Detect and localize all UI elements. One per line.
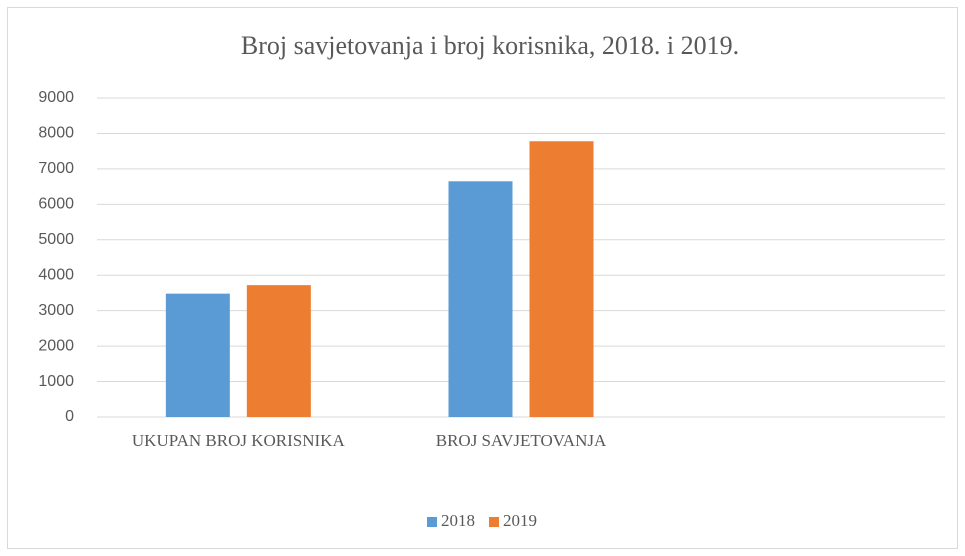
y-tick-label: 2000 bbox=[38, 337, 74, 354]
legend-item: 2019 bbox=[489, 511, 537, 530]
y-tick-label: 1000 bbox=[38, 373, 74, 390]
y-tick-label: 5000 bbox=[38, 231, 74, 248]
legend-item: 2018 bbox=[427, 511, 475, 530]
y-tick-label: 9000 bbox=[38, 89, 74, 106]
legend-label: 2018 bbox=[441, 511, 475, 530]
legend-swatch bbox=[427, 517, 437, 527]
x-tick-label: UKUPAN BROJ KORISNIKA bbox=[132, 431, 346, 450]
y-tick-label: 7000 bbox=[38, 160, 74, 177]
y-tick-label: 8000 bbox=[38, 125, 74, 142]
bar bbox=[529, 141, 594, 417]
y-tick-label: 6000 bbox=[38, 196, 74, 213]
bar bbox=[448, 181, 513, 417]
legend-swatch bbox=[489, 517, 499, 527]
bar bbox=[246, 285, 311, 417]
x-tick-label: BROJ SAVJETOVANJA bbox=[436, 431, 607, 450]
legend-label: 2019 bbox=[503, 511, 537, 530]
bar bbox=[165, 293, 230, 417]
y-tick-label: 0 bbox=[65, 408, 74, 425]
y-tick-label: 4000 bbox=[38, 266, 74, 283]
chart-title: Broj savjetovanja i broj korisnika, 2018… bbox=[241, 31, 739, 60]
y-tick-label: 3000 bbox=[38, 302, 74, 319]
